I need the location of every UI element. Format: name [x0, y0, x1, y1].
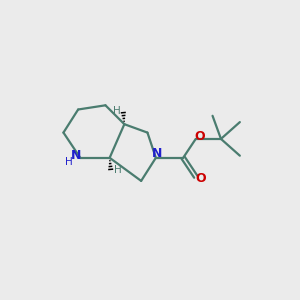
Text: H: H: [65, 157, 73, 166]
Text: H: H: [113, 106, 121, 116]
Text: O: O: [195, 130, 205, 143]
Text: O: O: [196, 172, 206, 185]
Text: N: N: [70, 149, 81, 162]
Text: N: N: [152, 147, 162, 160]
Text: H: H: [113, 165, 121, 176]
